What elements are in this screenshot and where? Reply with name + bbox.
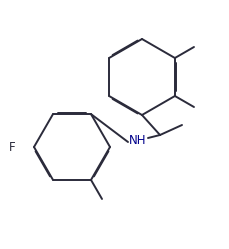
Text: NH: NH (129, 133, 146, 146)
Text: F: F (9, 140, 16, 153)
